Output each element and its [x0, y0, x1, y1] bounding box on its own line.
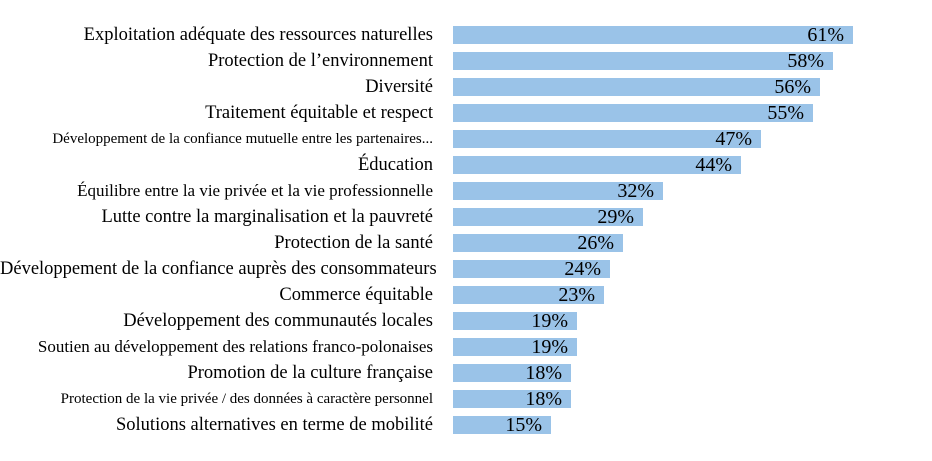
bar-area: 47%: [453, 128, 932, 150]
bar-area: 19%: [453, 310, 932, 332]
chart-row: Soutien au développement des relations f…: [0, 334, 932, 360]
bar: 44%: [453, 154, 741, 176]
chart-row: Protection de l’environnement 58%: [0, 48, 932, 74]
horizontal-bar-chart: Exploitation adéquate des ressources nat…: [0, 22, 932, 438]
bar: 19%: [453, 336, 577, 358]
category-label: Exploitation adéquate des ressources nat…: [83, 25, 433, 45]
value-label: 55%: [767, 102, 804, 124]
bar: 47%: [453, 128, 761, 150]
category-label: Diversité: [365, 77, 433, 97]
chart-row: Exploitation adéquate des ressources nat…: [0, 22, 932, 48]
category-label: Solutions alternatives en terme de mobil…: [116, 415, 433, 435]
category-label: Protection de l’environnement: [207, 51, 433, 71]
value-label: 19%: [531, 310, 568, 332]
chart-row: Équilibre entre la vie privée et la vie …: [0, 178, 932, 204]
category-label: Protection de la vie privée / des donnée…: [60, 391, 433, 407]
category-label: Développement de la confiance mutuelle e…: [52, 131, 433, 147]
bar: 56%: [453, 76, 820, 98]
bar: 26%: [453, 232, 623, 254]
chart-row: Diversité 56%: [0, 74, 932, 100]
category-label: Protection de la santé: [274, 233, 433, 253]
bar: 32%: [453, 180, 663, 202]
bar-area: 26%: [453, 232, 932, 254]
bar: 58%: [453, 50, 833, 72]
bar: 18%: [453, 362, 571, 384]
bar: 19%: [453, 310, 577, 332]
bar-area: 44%: [453, 154, 932, 176]
chart-row: Développement de la confiance mutuelle e…: [0, 126, 932, 152]
bar: 61%: [453, 24, 853, 46]
category-label: Commerce équitable: [279, 285, 433, 305]
category-label: Développement de la confiance auprès des…: [0, 259, 437, 279]
value-label: 19%: [531, 336, 568, 358]
chart-row: Éducation 44%: [0, 152, 932, 178]
value-label: 23%: [558, 284, 595, 306]
category-label: Soutien au développement des relations f…: [37, 337, 433, 356]
category-label: Lutte contre la marginalisation et la pa…: [101, 207, 433, 227]
category-label: Équilibre entre la vie privée et la vie …: [77, 181, 433, 200]
bar-area: 56%: [453, 76, 932, 98]
bar: 18%: [453, 388, 571, 410]
bar-area: 19%: [453, 336, 932, 358]
bar-area: 15%: [453, 414, 932, 436]
value-label: 44%: [695, 154, 732, 176]
value-label: 29%: [597, 206, 634, 228]
chart-row: Développement des communautés locales 19…: [0, 308, 932, 334]
category-label: Éducation: [357, 155, 433, 175]
value-label: 58%: [787, 50, 824, 72]
chart-row: Protection de la vie privée / des donnée…: [0, 386, 932, 412]
chart-row: Développement de la confiance auprès des…: [0, 256, 932, 282]
chart-row: Traitement équitable et respect 55%: [0, 100, 932, 126]
bar: 29%: [453, 206, 643, 228]
category-label: Développement des communautés locales: [123, 311, 433, 331]
bar-area: 55%: [453, 102, 932, 124]
value-label: 32%: [617, 180, 654, 202]
bar: 24%: [453, 258, 610, 280]
value-label: 26%: [577, 232, 614, 254]
bar-area: 32%: [453, 180, 932, 202]
value-label: 56%: [774, 76, 811, 98]
category-label: Traitement équitable et respect: [205, 103, 433, 123]
bar-area: 18%: [453, 362, 932, 384]
chart-row: Protection de la santé 26%: [0, 230, 932, 256]
bar-area: 24%: [453, 258, 932, 280]
category-label: Promotion de la culture française: [187, 363, 433, 383]
value-label: 24%: [564, 258, 601, 280]
value-label: 47%: [715, 128, 752, 150]
chart-row: Lutte contre la marginalisation et la pa…: [0, 204, 932, 230]
bar-area: 18%: [453, 388, 932, 410]
value-label: 18%: [525, 388, 562, 410]
chart-row: Solutions alternatives en terme de mobil…: [0, 412, 932, 438]
bar-area: 23%: [453, 284, 932, 306]
bar-area: 29%: [453, 206, 932, 228]
chart-row: Commerce équitable 23%: [0, 282, 932, 308]
bar: 15%: [453, 414, 551, 436]
value-label: 15%: [505, 414, 542, 436]
bar-area: 58%: [453, 50, 932, 72]
value-label: 61%: [807, 24, 844, 46]
bar-area: 61%: [453, 24, 932, 46]
bar: 23%: [453, 284, 604, 306]
chart-row: Promotion de la culture française 18%: [0, 360, 932, 386]
bar: 55%: [453, 102, 813, 124]
value-label: 18%: [525, 362, 562, 384]
